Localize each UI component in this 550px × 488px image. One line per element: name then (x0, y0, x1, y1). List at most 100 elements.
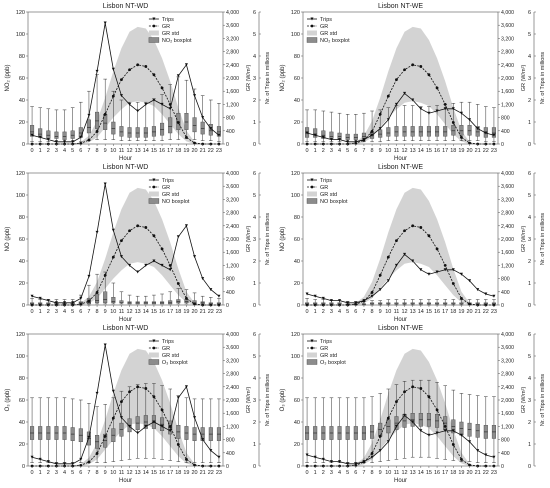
legend-label: GR (320, 346, 328, 352)
boxplot-1 (313, 397, 318, 463)
y2-tick-label: 4,000 (501, 171, 514, 177)
y3-tick-label: 3 (528, 398, 531, 404)
y-tick-label: 40 (19, 98, 25, 104)
chart-title: Lisbon NT-WE (378, 3, 423, 10)
trips-point (468, 440, 472, 444)
legend-gr-marker (152, 24, 156, 28)
box-iqr (46, 130, 51, 139)
y2-tick-label: 2,800 (501, 372, 514, 378)
gr-point (443, 103, 447, 106)
x-tick-label: 12 (402, 309, 408, 315)
x-tick-label: 18 (175, 309, 181, 315)
y-tick-label: 20 (294, 120, 300, 126)
x-tick-label: 10 (385, 470, 391, 476)
x-tick-label: 20 (467, 309, 473, 315)
x-tick-label: 21 (200, 309, 206, 315)
x-tick-label: 16 (159, 309, 165, 315)
boxplot-13 (410, 299, 415, 306)
box-iqr (378, 129, 383, 138)
boxplot-20 (192, 292, 197, 305)
y2-tick-label: 3,200 (226, 36, 239, 42)
y-tick-label: 100 (16, 193, 25, 199)
x-tick-label: 7 (87, 148, 90, 154)
trips-point (152, 420, 156, 424)
y2-tick-label: 400 (501, 290, 510, 296)
x-tick-label: 17 (442, 309, 448, 315)
trips-point (38, 135, 42, 139)
boxplot-23 (216, 398, 221, 463)
box-iqr (184, 299, 189, 303)
box-iqr (418, 126, 423, 137)
trips-point (378, 449, 382, 453)
legend-label: GR std (320, 192, 337, 198)
trips-point (79, 457, 83, 461)
gr-point (120, 400, 123, 404)
y3-axis-label: Nr. of Trips in millions (265, 52, 271, 105)
box-iqr (62, 131, 67, 140)
gr-point (95, 452, 99, 455)
boxplot-17 (443, 385, 448, 460)
boxplot-4 (337, 112, 342, 143)
y3-tick-label: 5 (253, 32, 256, 38)
y2-tick-label: 800 (226, 277, 235, 283)
trips-point (370, 294, 374, 298)
legend-label: GR (162, 24, 170, 30)
y3-axis-label: Nr. of Trips in millions (540, 52, 546, 105)
gr-point (176, 282, 180, 285)
box-iqr (410, 126, 415, 137)
gr-point (193, 463, 196, 467)
trips-point (30, 455, 34, 459)
y3-tick-label: 4 (528, 54, 531, 60)
trips-point (394, 263, 398, 267)
y2-tick-label: 3,600 (226, 23, 239, 29)
boxplot-9 (103, 271, 108, 305)
box-iqr (176, 299, 181, 303)
y2-tick-label: 400 (501, 451, 510, 457)
trips-point (378, 288, 382, 292)
x-tick-label: 1 (314, 148, 317, 154)
legend-boxplot-swatch (148, 198, 160, 204)
trips-point (168, 429, 172, 433)
boxplot-5 (70, 107, 75, 143)
x-tick-label: 5 (346, 148, 349, 154)
boxplot-13 (410, 105, 415, 141)
gr-point (193, 302, 196, 306)
gr-point (386, 416, 390, 420)
y2-tick-label: 1,200 (501, 263, 514, 269)
trips-point (403, 91, 407, 95)
x-tick-label: 16 (434, 309, 440, 315)
x-tick-label: 13 (135, 470, 141, 476)
legend-label: NO boxplot (320, 199, 348, 205)
trips-point (87, 435, 91, 439)
boxplot-22 (483, 396, 488, 463)
y-tick-label: 20 (19, 281, 25, 287)
x-tick-label: 6 (354, 309, 357, 315)
legend-label: GR std (320, 31, 337, 37)
trips-point (329, 138, 333, 142)
boxplot-13 (135, 101, 140, 141)
boxplot-3 (54, 109, 59, 143)
x-tick-label: 22 (208, 309, 214, 315)
y2-tick-label: 1,600 (226, 89, 239, 95)
y2-tick-label: 2,400 (501, 224, 514, 230)
box-iqr (143, 127, 148, 138)
trips-line (306, 253, 495, 304)
y-tick-label: 20 (19, 120, 25, 126)
x-axis-label: Hour (119, 156, 132, 162)
boxplot-11 (394, 105, 399, 141)
x-tick-label: 10 (385, 148, 391, 154)
gr-point (152, 73, 156, 77)
boxplot-22 (208, 99, 213, 141)
trips-point (484, 131, 488, 135)
box-iqr (54, 131, 59, 139)
boxplot-11 (119, 99, 124, 141)
gr-line (32, 386, 219, 467)
x-tick-label: 0 (306, 148, 309, 154)
y-tick-label: 40 (19, 420, 25, 426)
y2-tick-label: 4,000 (226, 10, 239, 16)
box-iqr (426, 126, 431, 137)
